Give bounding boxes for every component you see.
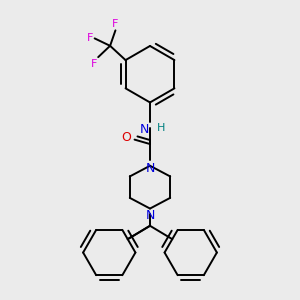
Text: F: F xyxy=(87,33,93,43)
Text: N: N xyxy=(145,209,155,222)
Text: N: N xyxy=(140,123,149,136)
Text: O: O xyxy=(121,131,131,144)
Text: F: F xyxy=(91,58,97,69)
Text: F: F xyxy=(112,20,119,29)
Text: H: H xyxy=(157,123,165,133)
Text: N: N xyxy=(145,162,155,175)
